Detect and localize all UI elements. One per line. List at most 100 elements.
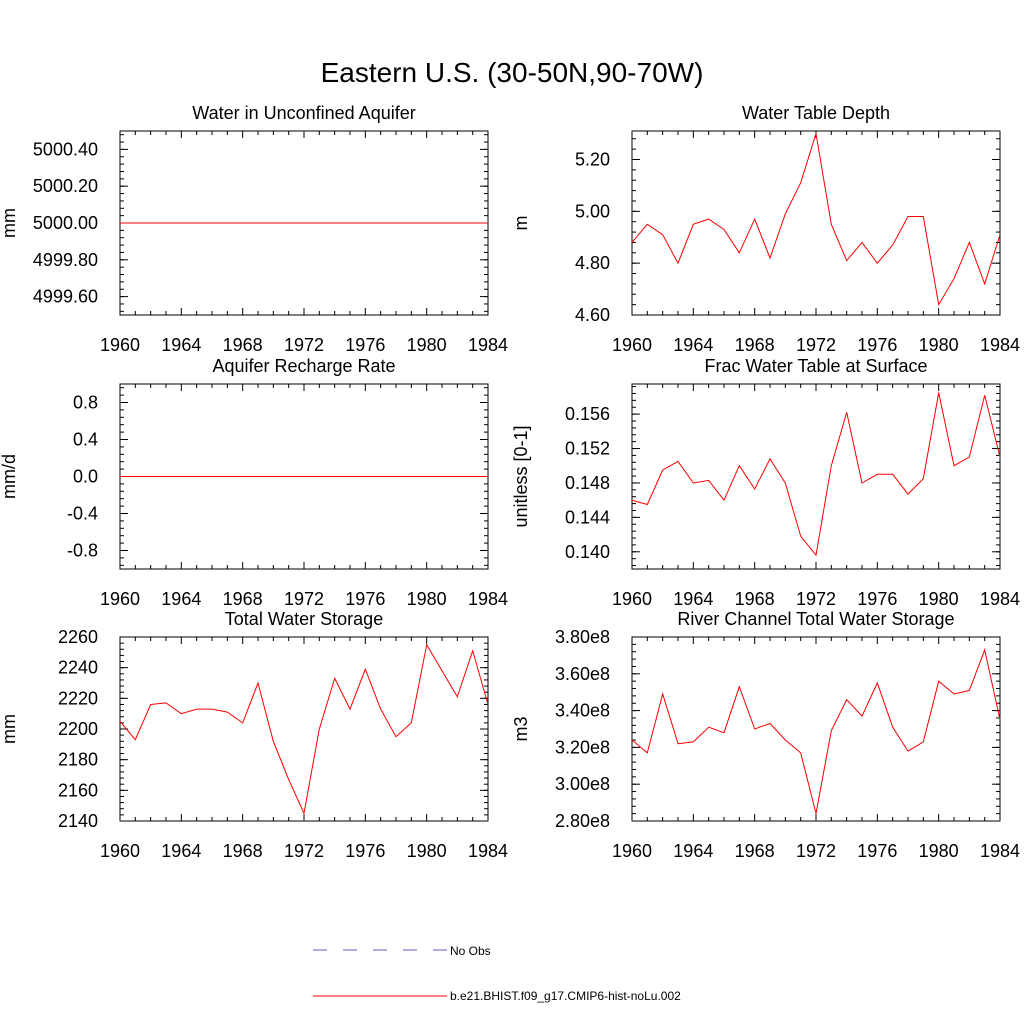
y-tick-label: 3.80e8 (555, 627, 610, 647)
x-tick-label: 1964 (673, 589, 713, 609)
figure-title: Eastern U.S. (30-50N,90-70W) (321, 57, 704, 88)
panel-title: Frac Water Table at Surface (704, 356, 927, 376)
panel-title: River Channel Total Water Storage (677, 609, 954, 629)
y-axis-label: m3 (511, 716, 531, 741)
y-tick-label: 3.40e8 (555, 701, 610, 721)
x-tick-label: 1964 (161, 589, 201, 609)
chart-panel-6: River Channel Total Water Storage m3 1960 1… (511, 609, 1020, 861)
y-tick-label: 2160 (58, 780, 98, 800)
series-line (632, 134, 1000, 305)
x-tick-label: 1960 (612, 335, 652, 355)
x-tick-label: 1968 (223, 841, 263, 861)
y-tick-label: 5000.40 (33, 139, 98, 159)
x-tick-label: 1972 (796, 589, 836, 609)
x-tick-label: 1968 (223, 335, 263, 355)
y-tick-label: 2260 (58, 627, 98, 647)
y-tick-label: 5.20 (575, 150, 610, 170)
x-tick-label: 1972 (284, 589, 324, 609)
y-tick-label: 0.152 (565, 439, 610, 459)
panel-title: Water Table Depth (742, 103, 890, 123)
x-tick-label: 1964 (161, 841, 201, 861)
x-tick-label: 1976 (857, 841, 897, 861)
x-tick-label: 1980 (407, 335, 447, 355)
x-tick-label: 1984 (980, 335, 1020, 355)
x-tick-label: 1976 (345, 335, 385, 355)
panel-title: Aquifer Recharge Rate (212, 356, 395, 376)
y-tick-label: 4.60 (575, 305, 610, 325)
y-tick-label: 3.00e8 (555, 774, 610, 794)
x-tick-label: 1972 (284, 841, 324, 861)
x-tick-label: 1984 (468, 589, 508, 609)
legend-model-label: b.e21.BHIST.f09_g17.CMIP6-hist-noLu.002 (450, 989, 681, 1003)
x-tick-label: 1972 (796, 841, 836, 861)
x-tick-label: 1960 (100, 589, 140, 609)
x-tick-label: 1964 (673, 841, 713, 861)
y-tick-label: 2200 (58, 719, 98, 739)
y-tick-label: 2240 (58, 658, 98, 678)
y-tick-label: 5.00 (575, 201, 610, 221)
x-tick-label: 1976 (857, 589, 897, 609)
y-tick-label: 4.80 (575, 253, 610, 273)
y-axis-label: mm (0, 208, 19, 238)
x-tick-label: 1984 (468, 841, 508, 861)
x-tick-label: 1984 (468, 335, 508, 355)
x-tick-label: 1960 (612, 589, 652, 609)
x-tick-label: 1972 (796, 335, 836, 355)
y-tick-label: 2220 (58, 688, 98, 708)
panel-title: Total Water Storage (225, 609, 383, 629)
legend-obs-label: No Obs (450, 944, 491, 958)
series-line (632, 393, 1000, 556)
x-tick-label: 1964 (673, 335, 713, 355)
x-tick-label: 1968 (735, 841, 775, 861)
y-tick-label: 4999.80 (33, 250, 98, 270)
legend: No Obs b.e21.BHIST.f09_g17.CMIP6-hist-no… (313, 944, 681, 1003)
x-tick-label: 1984 (980, 589, 1020, 609)
x-tick-label: 1960 (100, 841, 140, 861)
x-tick-label: 1980 (919, 841, 959, 861)
y-tick-label: 2140 (58, 811, 98, 831)
chart-panel-4: Frac Water Table at Surface unitless [0-1… (511, 356, 1020, 609)
y-tick-label: 0.140 (565, 542, 610, 562)
y-tick-label: -0.8 (67, 541, 98, 561)
y-tick-label: 0.156 (565, 404, 610, 424)
panels: Water in Unconfined Aquifer mm 1960 1964 196… (0, 103, 1020, 861)
plot-frame (120, 637, 488, 821)
x-tick-label: 1968 (223, 589, 263, 609)
series-line (120, 645, 488, 814)
y-tick-label: 3.60e8 (555, 664, 610, 684)
y-tick-label: 3.20e8 (555, 737, 610, 757)
panel-title: Water in Unconfined Aquifer (192, 103, 415, 123)
plot-frame (632, 131, 1000, 315)
plot-frame (632, 384, 1000, 569)
x-tick-label: 1980 (919, 589, 959, 609)
y-tick-label: -0.4 (67, 504, 98, 524)
x-tick-label: 1976 (345, 589, 385, 609)
chart-panel-3: Aquifer Recharge Rate mm/d 1960 1964 1968 197… (0, 356, 508, 609)
y-tick-label: 4999.60 (33, 287, 98, 307)
x-tick-label: 1976 (345, 841, 385, 861)
x-tick-label: 1980 (407, 589, 447, 609)
y-tick-label: 0.0 (73, 467, 98, 487)
x-tick-label: 1980 (407, 841, 447, 861)
plot-frame (632, 637, 1000, 821)
y-axis-label: unitless [0-1] (511, 425, 531, 527)
x-tick-label: 1980 (919, 335, 959, 355)
x-tick-label: 1972 (284, 335, 324, 355)
x-tick-label: 1984 (980, 841, 1020, 861)
x-tick-label: 1960 (612, 841, 652, 861)
y-tick-label: 0.144 (565, 507, 610, 527)
y-axis-label: m (511, 216, 531, 231)
x-tick-label: 1968 (735, 335, 775, 355)
y-axis-label: mm/d (0, 454, 19, 499)
y-tick-label: 0.8 (73, 393, 98, 413)
y-tick-label: 2180 (58, 750, 98, 770)
y-tick-label: 2.80e8 (555, 811, 610, 831)
x-tick-label: 1968 (735, 589, 775, 609)
y-tick-label: 5000.00 (33, 213, 98, 233)
y-tick-label: 0.4 (73, 430, 98, 450)
